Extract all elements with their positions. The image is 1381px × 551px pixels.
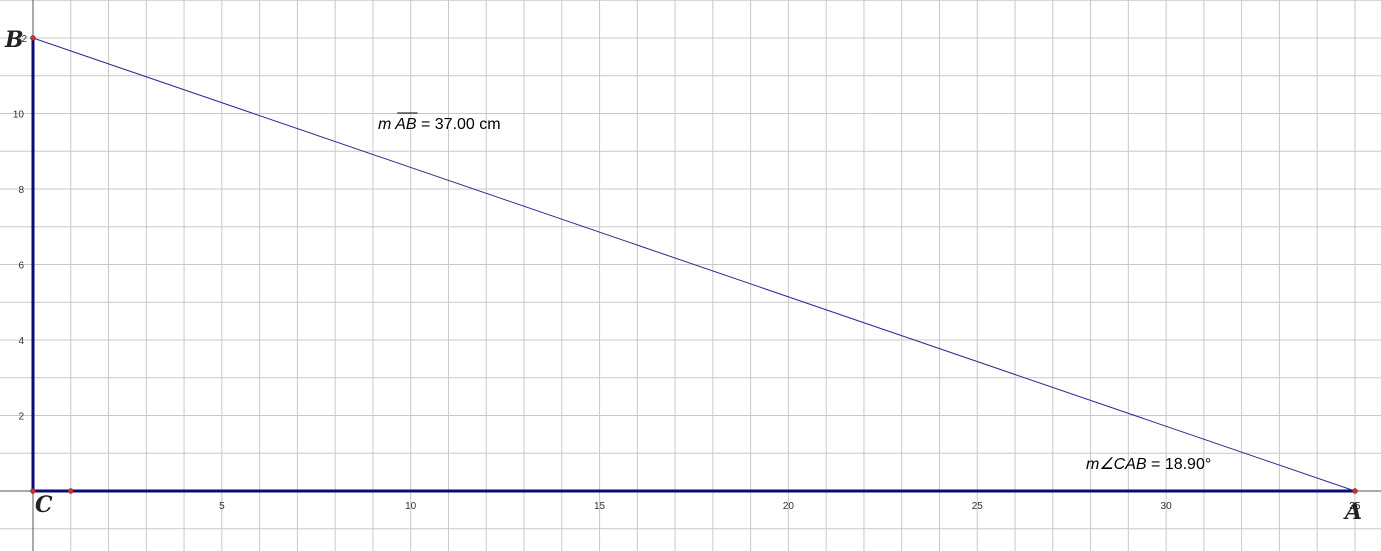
y-tick-label: 6 (18, 261, 24, 272)
segment-ab[interactable] (32, 37, 1356, 492)
measurement-ab[interactable]: m AB = 37.00 cm (378, 112, 501, 133)
y-tick-label: 10 (13, 110, 25, 121)
point-a[interactable] (1352, 488, 1358, 494)
y-tick-label: 8 (18, 185, 24, 196)
x-tick-label: 35 (1349, 501, 1361, 512)
vertex-label-a[interactable]: A (1343, 499, 1362, 525)
vertex-label-b[interactable]: B (4, 27, 24, 53)
point-b[interactable] (30, 35, 36, 41)
measurement-ab-prefix: m (378, 116, 395, 133)
point-unit[interactable] (68, 488, 74, 494)
points[interactable] (30, 35, 1358, 494)
x-tick-label: 30 (1161, 501, 1173, 512)
x-tick-label: 35 (1349, 501, 1361, 512)
measurement-ab-value: = 37.00 cm (417, 116, 501, 133)
y-tick-label: 2 (18, 412, 24, 423)
measurement-ab-text: m AB = 37.00 cm (378, 116, 501, 133)
vertex-label-c[interactable]: C (35, 492, 53, 518)
measurement-angle-cab[interactable]: m∠CAB = 18.90° (1086, 456, 1211, 473)
x-tick-label: 10 (405, 501, 417, 512)
x-tick-label: 20 (783, 501, 795, 512)
measurement-angle-prefix: m∠CAB (1086, 456, 1147, 473)
y-tick-label: 2 (21, 34, 27, 45)
point-c[interactable] (30, 488, 36, 494)
x-tick-label: 5 (219, 501, 225, 512)
measurement-ab-segment: AB (394, 116, 417, 133)
measurement-angle-value: = 18.90° (1147, 456, 1212, 473)
x-tick-label: 15 (594, 501, 606, 512)
y-tick-label: 4 (18, 336, 24, 347)
triangle[interactable] (31, 37, 1356, 493)
x-tick-label: 25 (972, 501, 984, 512)
